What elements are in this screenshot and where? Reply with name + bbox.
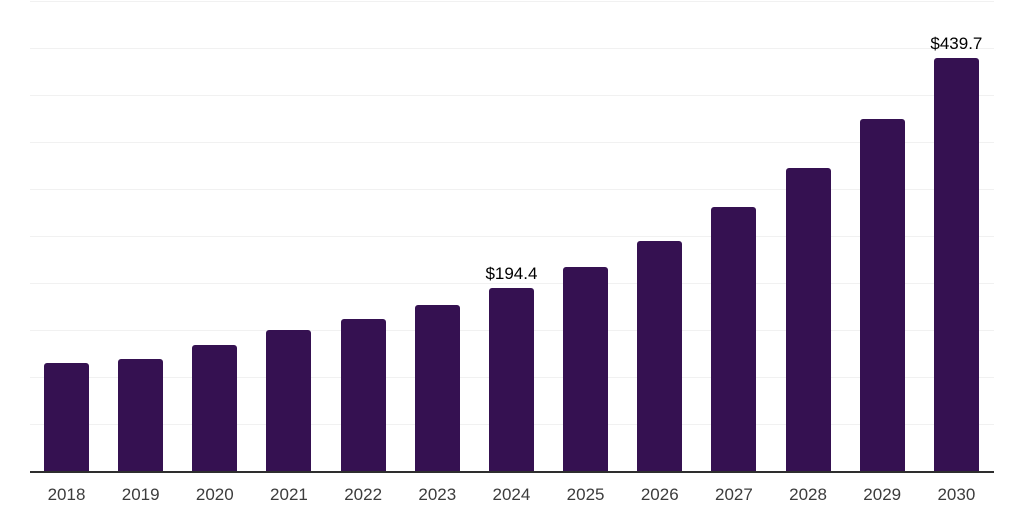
bar-2026 <box>637 241 683 471</box>
x-tick-label-2028: 2028 <box>789 485 827 504</box>
x-tick-label-2024: 2024 <box>492 485 531 504</box>
x-tick-label-2019: 2019 <box>121 485 160 504</box>
bar-2024 <box>488 288 534 471</box>
bar-chart: $194.4 $439.7 2018 2019 2020 2021 2022 2023 202… <box>30 1 994 503</box>
data-label-2030: $439.7 <box>930 33 983 53</box>
bar-slot-2018 <box>44 1 89 471</box>
bar-slot-2020 <box>192 1 238 471</box>
bar-slot-2023 <box>414 1 460 471</box>
bar-2029 <box>859 118 905 471</box>
data-label-2024: $194.4 <box>485 264 538 284</box>
bar-slot-2025 <box>563 1 609 471</box>
bars-row: $194.4 $439.7 <box>30 1 994 471</box>
bar-2020 <box>192 345 238 471</box>
bar-slot-2028 <box>785 1 831 471</box>
x-tick-label-2026: 2026 <box>640 485 679 504</box>
bar-slot-2024: $194.4 <box>485 1 537 471</box>
bar-slot-2026 <box>637 1 683 471</box>
plot-area: $194.4 $439.7 <box>30 1 994 473</box>
bar-2022 <box>340 319 386 471</box>
bar-slot-2030: $439.7 <box>930 1 982 471</box>
bar-2028 <box>785 168 831 471</box>
bar-2025 <box>563 267 609 471</box>
bar-slot-2021 <box>266 1 312 471</box>
bar-slot-2027 <box>711 1 757 471</box>
bar-slot-2019 <box>118 1 164 471</box>
bar-2018 <box>44 363 89 471</box>
x-tick-label-2029: 2029 <box>863 485 902 504</box>
x-axis-tick-labels: 2018 2019 2020 2021 2022 2023 2024 2025 2026 2027… <box>30 486 994 503</box>
x-tick-label-2023: 2023 <box>418 485 457 504</box>
x-tick-label-2020: 2020 <box>195 485 234 504</box>
x-tick-label-2025: 2025 <box>566 485 605 504</box>
bar-2019 <box>118 358 164 471</box>
x-tick-label-2022: 2022 <box>344 485 383 504</box>
x-tick-label-2021: 2021 <box>270 485 308 504</box>
bar-2027 <box>711 207 757 471</box>
bar-slot-2022 <box>340 1 386 471</box>
bar-2030 <box>933 57 979 471</box>
x-tick-label-2030: 2030 <box>937 485 976 504</box>
bar-2023 <box>414 305 460 471</box>
x-tick-label-2018: 2018 <box>47 485 86 504</box>
bar-slot-2029 <box>859 1 905 471</box>
x-tick-label-2027: 2027 <box>714 485 753 504</box>
bar-2021 <box>266 330 312 471</box>
